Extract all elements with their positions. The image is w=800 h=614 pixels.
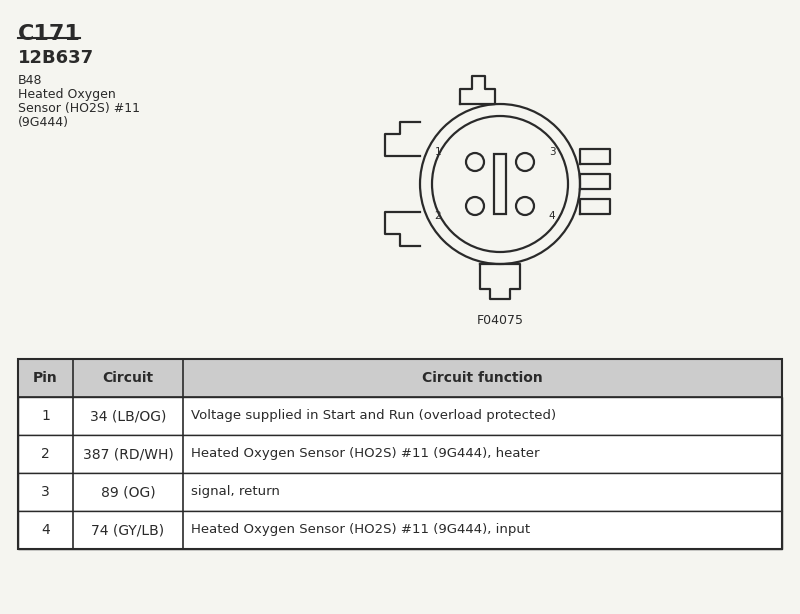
Text: Pin: Pin [33,371,58,385]
Text: Sensor (HO2S) #11: Sensor (HO2S) #11 [18,102,140,115]
Text: Heated Oxygen: Heated Oxygen [18,88,116,101]
Text: 34 (LB/OG): 34 (LB/OG) [90,409,166,423]
Text: B48: B48 [18,74,42,87]
Text: 3: 3 [549,147,555,157]
Text: 2: 2 [434,211,442,221]
Text: 4: 4 [549,211,555,221]
Text: Heated Oxygen Sensor (HO2S) #11 (9G444), heater: Heated Oxygen Sensor (HO2S) #11 (9G444),… [191,448,539,460]
Text: Circuit function: Circuit function [422,371,543,385]
Text: 387 (RD/WH): 387 (RD/WH) [82,447,174,461]
Text: 89 (OG): 89 (OG) [101,485,155,499]
Text: 4: 4 [41,523,50,537]
Text: 3: 3 [41,485,50,499]
Text: 1: 1 [434,147,442,157]
Text: Circuit: Circuit [102,371,154,385]
Text: Voltage supplied in Start and Run (overload protected): Voltage supplied in Start and Run (overl… [191,410,556,422]
Text: (9G444): (9G444) [18,116,69,129]
Bar [18,397,782,435]
Bar [18,359,782,397]
Bar [494,154,506,214]
Text: C171: C171 [18,24,81,44]
Text: signal, return: signal, return [191,486,280,499]
Bar [18,359,782,549]
Bar [18,435,782,473]
Bar [18,473,782,511]
Text: F04075: F04075 [477,314,523,327]
Text: 2: 2 [41,447,50,461]
Text: 12B637: 12B637 [18,49,94,67]
Text: 1: 1 [41,409,50,423]
Text: Heated Oxygen Sensor (HO2S) #11 (9G444), input: Heated Oxygen Sensor (HO2S) #11 (9G444),… [191,524,530,537]
Text: 74 (GY/LB): 74 (GY/LB) [91,523,165,537]
Bar [18,511,782,549]
